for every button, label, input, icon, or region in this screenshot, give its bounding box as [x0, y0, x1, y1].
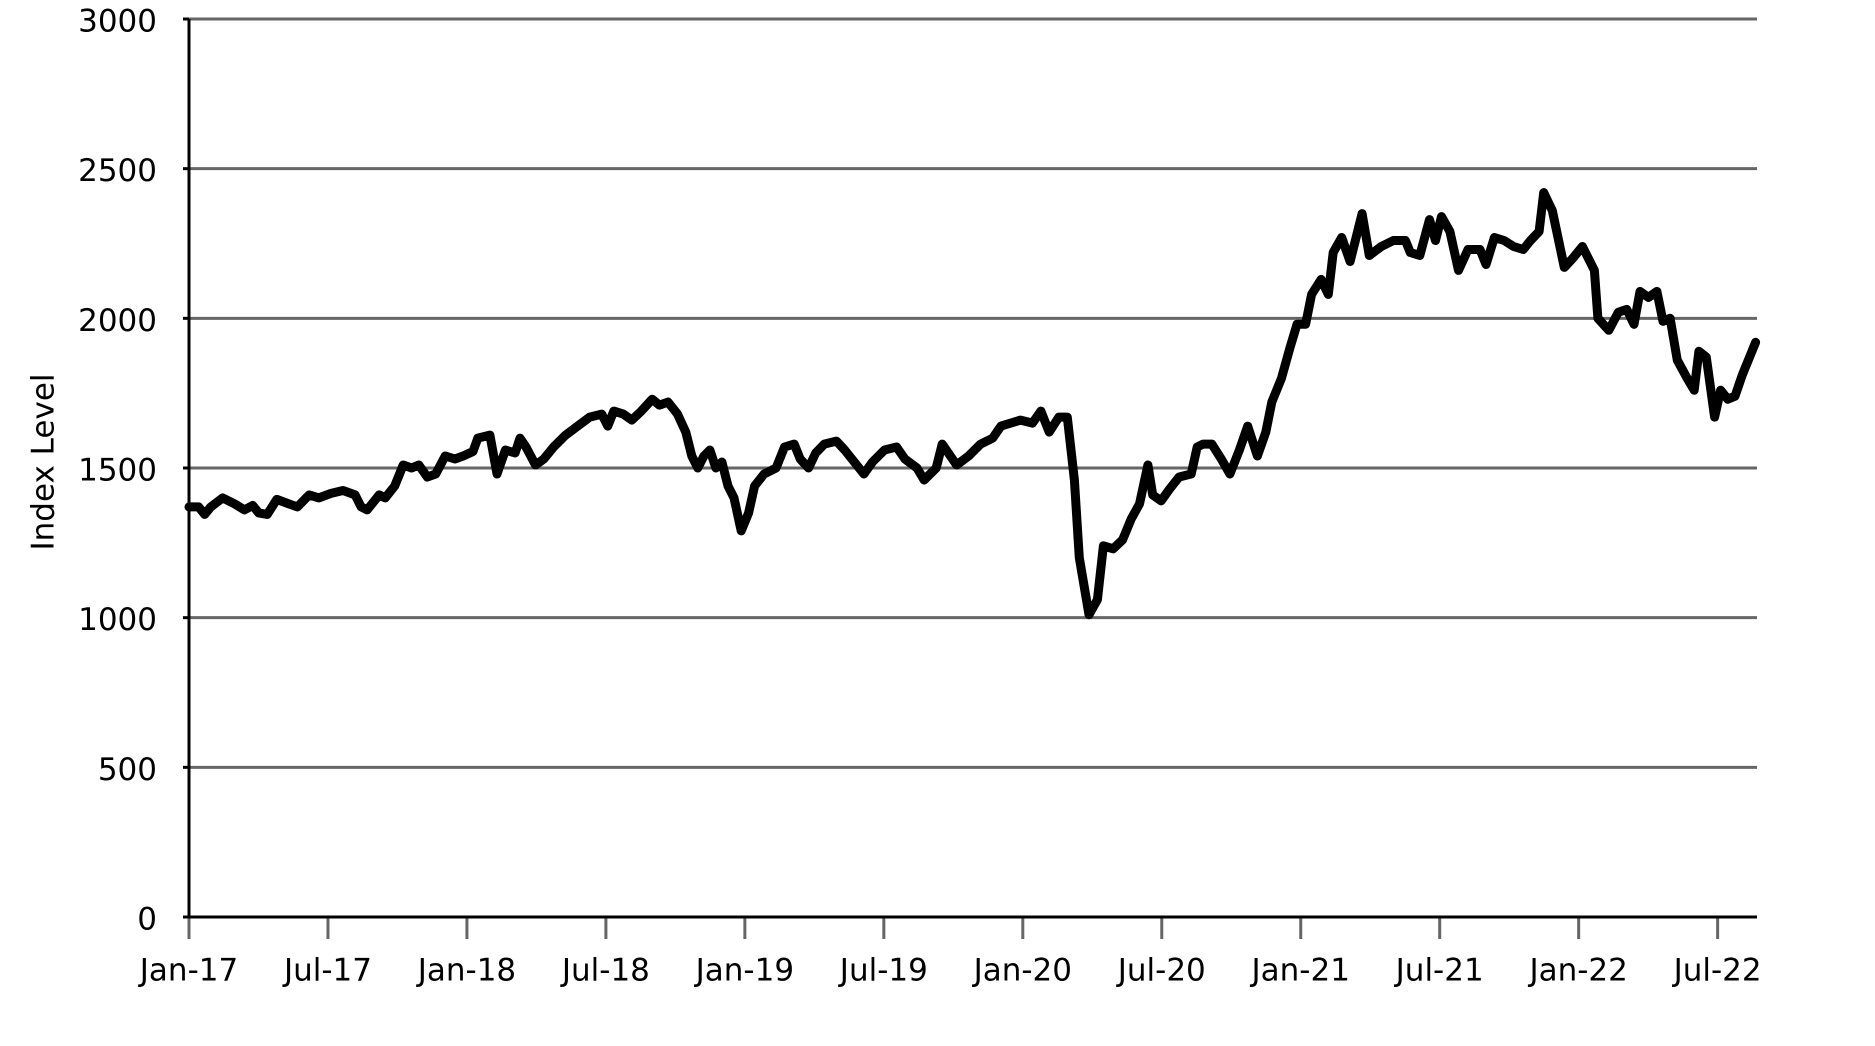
x-tick-label: Jan-20	[972, 953, 1072, 989]
y-tick-label: 1500	[78, 453, 157, 489]
x-tick-label: Jul-17	[282, 953, 372, 989]
y-tick-label: 1000	[78, 602, 157, 638]
x-tick-label: Jul-18	[560, 953, 650, 989]
y-axis-title: Index Level	[26, 373, 62, 550]
data-line	[184, 188, 1761, 620]
y-tick-label: 500	[98, 752, 157, 788]
x-tick-label: Jul-19	[838, 953, 928, 989]
x-tick-label: Jul-20	[1116, 953, 1206, 989]
y-tick-label: 2500	[78, 153, 157, 189]
y-tick-label: 3000	[78, 4, 157, 40]
x-tick-label: Jan-19	[694, 953, 794, 989]
x-tick-label: Jan-17	[138, 953, 238, 989]
y-tick-label: 2000	[78, 303, 157, 339]
y-tick-label: 0	[137, 902, 157, 938]
x-tick-label: Jan-18	[416, 953, 516, 989]
x-tick-label: Jan-22	[1527, 953, 1627, 989]
x-tick-label: Jul-21	[1394, 953, 1484, 989]
x-tick-label: Jan-21	[1250, 953, 1350, 989]
x-tick-label: Jul-22	[1672, 953, 1762, 989]
